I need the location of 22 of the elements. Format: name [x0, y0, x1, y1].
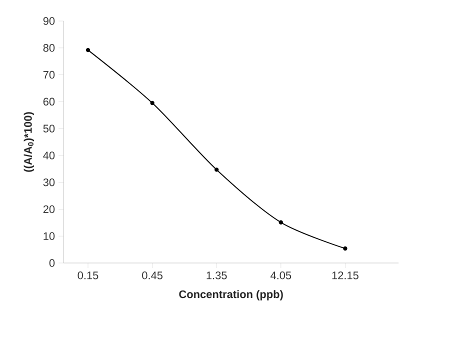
point	[150, 100, 154, 106]
point	[278, 220, 283, 224]
x-tick-label: 4.05	[270, 272, 292, 280]
x-tick-label: 0.45	[142, 272, 162, 280]
y-tick-label: 90	[43, 17, 55, 25]
y-tick-label: 0	[49, 259, 55, 267]
x-axis-title: Concentration (ppb)	[179, 290, 283, 300]
y-tick-label: 30	[43, 178, 55, 186]
point	[86, 48, 90, 52]
y-tick-label: 40	[43, 152, 55, 160]
point	[214, 168, 219, 172]
x-tick-label: 12.15	[332, 272, 358, 280]
x-tick-label: 0.15	[78, 272, 98, 280]
y-axis-title: ((A/A$_{0}$)*100)	[24, 112, 34, 172]
y-tick-label: 50	[43, 124, 55, 132]
y-tick-label: 10	[44, 232, 55, 240]
y-tick-label: 70	[43, 70, 55, 79]
y-tick-label: 20	[43, 205, 55, 214]
y-tick-label: 60	[43, 98, 55, 106]
point	[343, 246, 348, 251]
x-tick-label: 1.35	[206, 272, 227, 280]
y-tick-label: 80	[43, 44, 55, 52]
